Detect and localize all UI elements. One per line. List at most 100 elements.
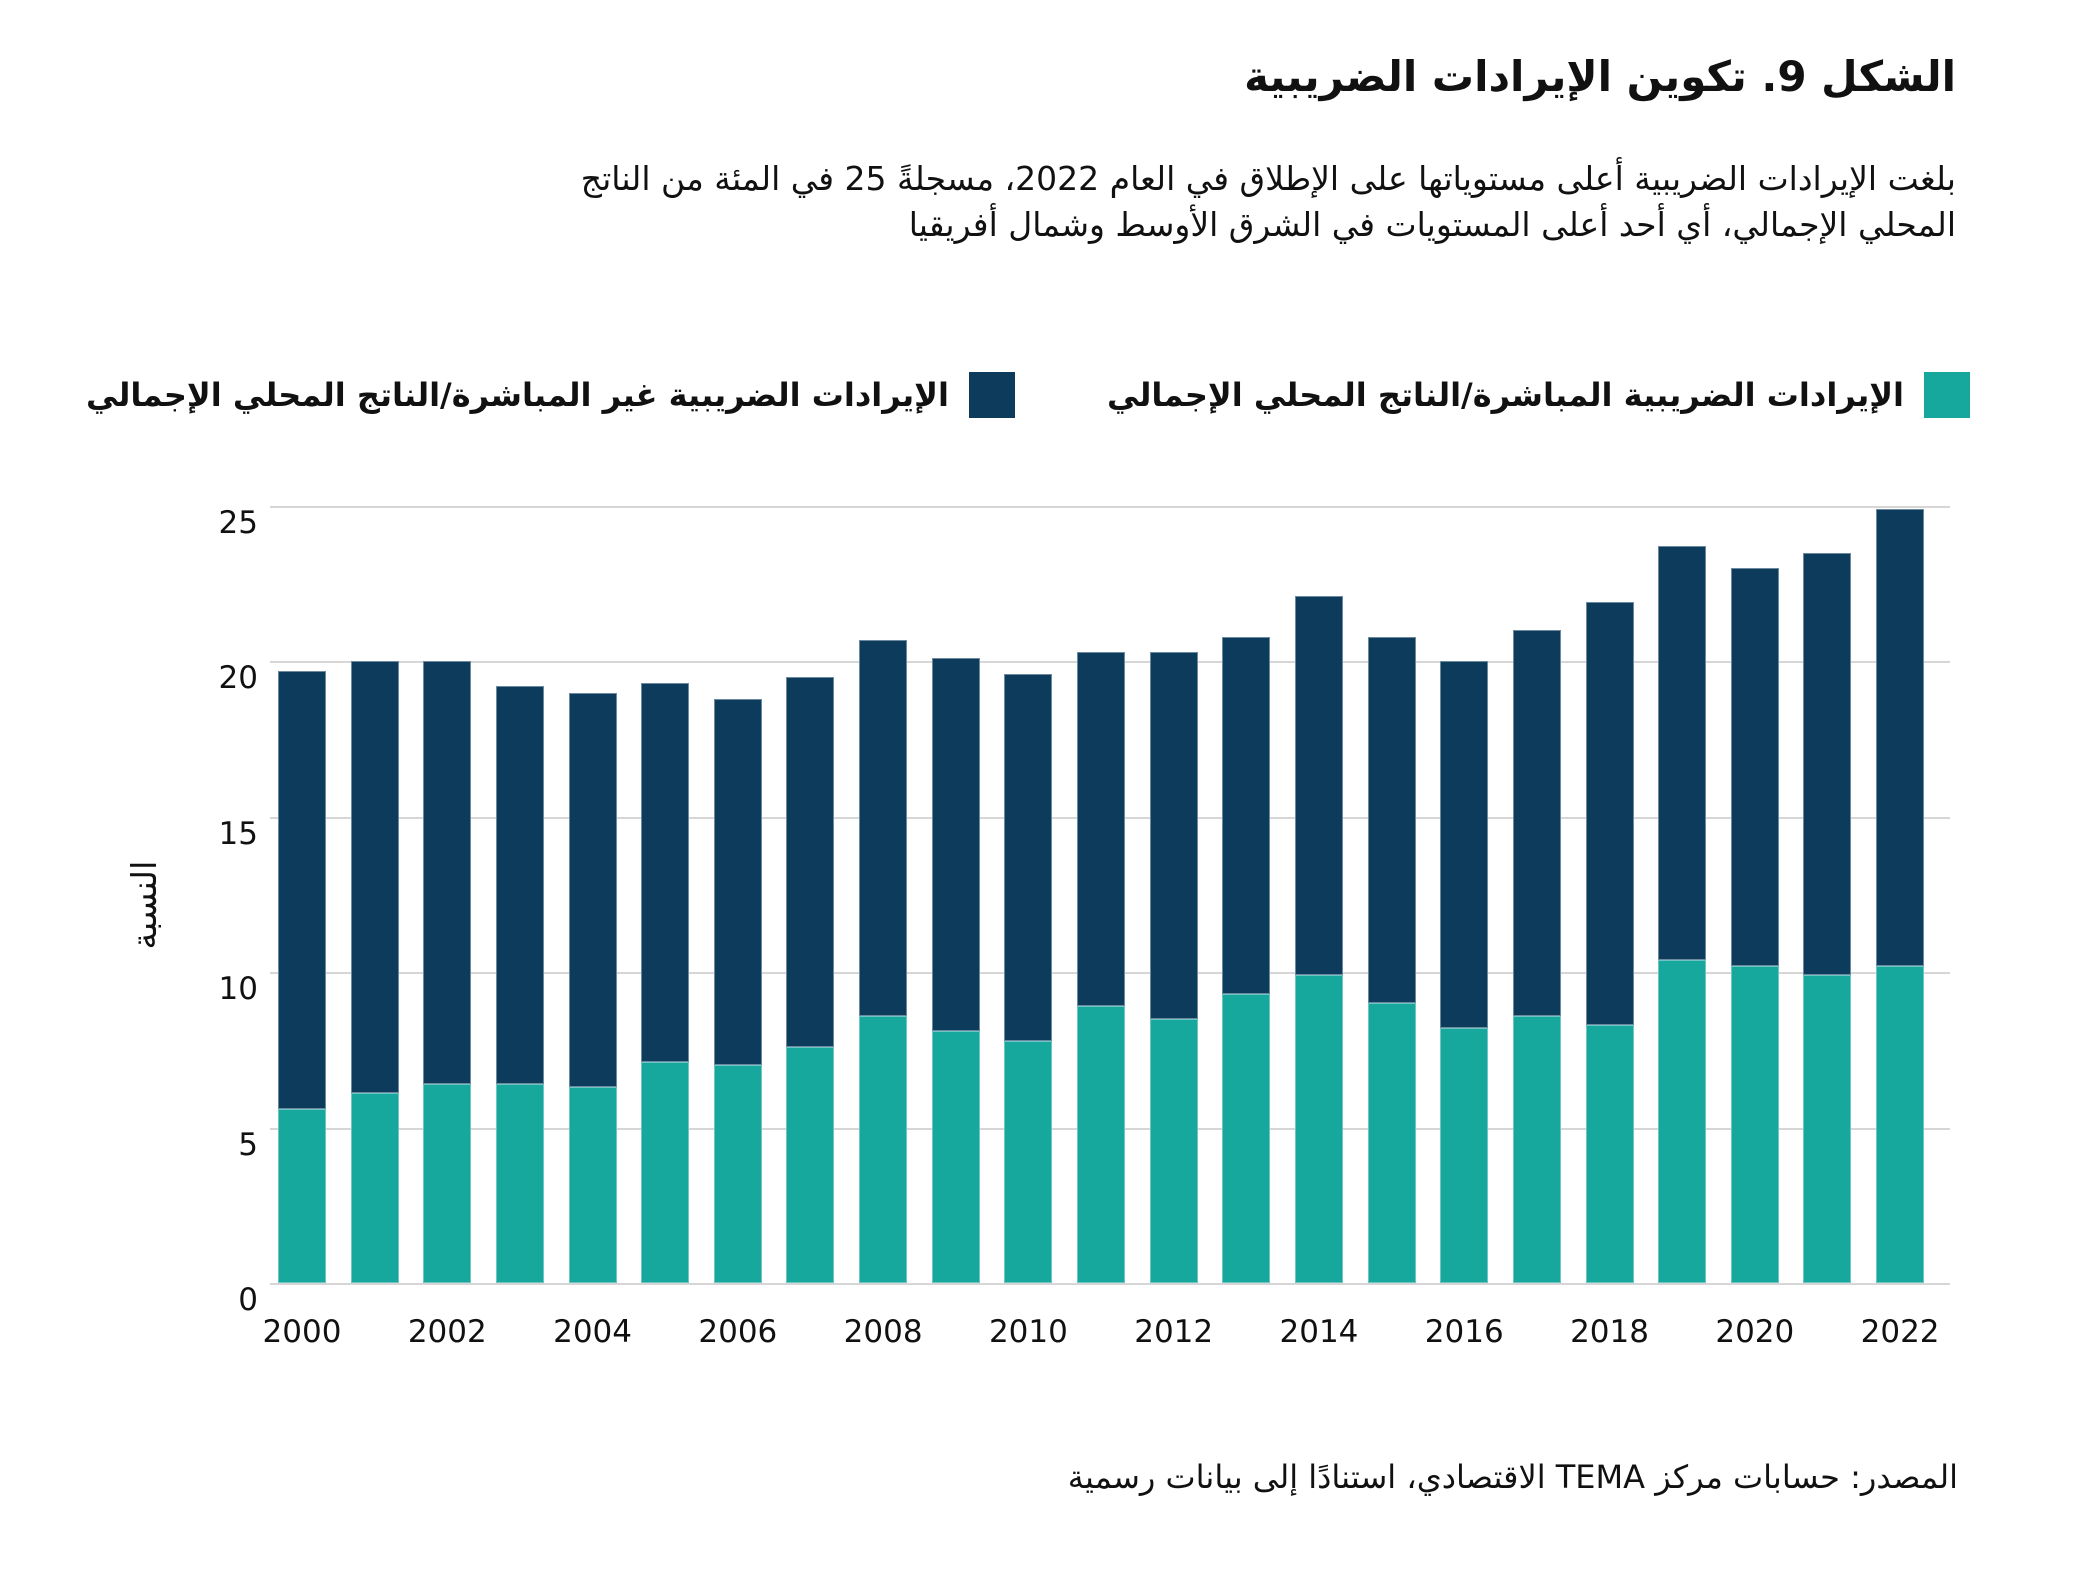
figure-subtitle: بلغت الإيرادات الضريبية أعلى مستوياتها ع…	[581, 156, 1956, 248]
bar-2017	[1512, 630, 1561, 1283]
bar-2022	[1876, 509, 1925, 1283]
x-tick-label-2000: 2000	[262, 1314, 342, 1350]
bar-2009	[931, 658, 980, 1283]
bar-2001-indirect-segment	[350, 661, 399, 1094]
x-tick-label-2008: 2008	[843, 1314, 923, 1350]
bar-2015-direct-segment	[1367, 1003, 1416, 1283]
bar-2002	[423, 661, 472, 1283]
legend-swatch-indirect	[968, 372, 1015, 418]
bar-2012-indirect-segment	[1149, 652, 1198, 1019]
x-tick-label-2016: 2016	[1424, 1314, 1504, 1350]
bar-2011-direct-segment	[1077, 1006, 1126, 1283]
y-tick-label-25: 25	[218, 505, 258, 541]
bar-2002-indirect-segment	[423, 661, 472, 1085]
bar-2020	[1730, 568, 1779, 1283]
bar-2000	[278, 670, 326, 1283]
bar-2013	[1222, 636, 1271, 1283]
bar-2018-direct-segment	[1585, 1025, 1634, 1283]
y-tick-label-20: 20	[218, 660, 258, 697]
bar-2010	[1004, 673, 1053, 1283]
legend-item-indirect: الإيرادات الضريبية غير المباشرة/الناتج ا…	[86, 372, 1015, 418]
bar-2008	[859, 639, 908, 1283]
x-tick-label-2006: 2006	[698, 1314, 778, 1350]
chart-legend: الإيرادات الضريبية المباشرة/الناتج المحل…	[86, 372, 1970, 418]
bar-2004-indirect-segment	[568, 692, 617, 1088]
bar-2012-direct-segment	[1149, 1018, 1198, 1283]
legend-label-direct: الإيرادات الضريبية المباشرة/الناتج المحل…	[1106, 376, 1904, 414]
x-tick-label-2004: 2004	[553, 1314, 632, 1350]
y-tick-label-15: 15	[218, 815, 258, 852]
legend-item-direct: الإيرادات الضريبية المباشرة/الناتج المحل…	[1107, 372, 1970, 418]
bar-2012	[1149, 652, 1198, 1283]
bar-2002-direct-segment	[423, 1084, 472, 1283]
bar-2009-direct-segment	[931, 1031, 980, 1283]
bar-2010-direct-segment	[1004, 1040, 1053, 1283]
bar-2007-indirect-segment	[786, 676, 835, 1047]
bar-2016	[1440, 661, 1489, 1283]
x-tick-label-2020: 2020	[1715, 1314, 1795, 1350]
bar-2008-direct-segment	[859, 1015, 908, 1283]
bar-2020-indirect-segment	[1730, 568, 1779, 966]
bar-2019	[1658, 546, 1707, 1283]
bar-2016-direct-segment	[1440, 1028, 1489, 1283]
bar-2000-indirect-segment	[278, 670, 326, 1109]
x-axis-ticks: 2000 2002 2004 2006 2008 2010 2012 2014 2016 2018…	[263, 1312, 1950, 1356]
gridline-0	[270, 1283, 1950, 1285]
bar-2020-direct-segment	[1730, 965, 1779, 1283]
bar-2007-direct-segment	[786, 1046, 835, 1283]
source-note: المصدر: حسابات مركز TEMA الاقتصادي، استن…	[1067, 1458, 1958, 1496]
bar-2001	[350, 661, 399, 1283]
bar-2013-indirect-segment	[1222, 636, 1271, 994]
figure-title: الشكل 9. تكوين الإيرادات الضريبية	[1244, 52, 1956, 101]
bar-2003-direct-segment	[495, 1084, 544, 1283]
y-tick-label-5: 5	[238, 1126, 258, 1163]
legend-swatch-direct	[1924, 372, 1970, 418]
bar-2003	[495, 686, 544, 1283]
x-tick-label-2002: 2002	[407, 1314, 487, 1350]
y-tick-label-10: 10	[218, 971, 258, 1008]
bar-2000-direct-segment	[278, 1108, 326, 1283]
figure-subtitle-line1: بلغت الإيرادات الضريبية أعلى مستوياتها ع…	[580, 159, 1956, 198]
bar-2021	[1803, 552, 1852, 1283]
figure-subtitle-line2: المحلي الإجمالي، أي أحد أعلى المستويات ف…	[908, 205, 1956, 244]
bar-2004-direct-segment	[568, 1087, 617, 1283]
bar-2019-direct-segment	[1658, 959, 1707, 1283]
bar-2005	[641, 683, 690, 1283]
bar-2013-direct-segment	[1222, 993, 1271, 1283]
bar-2015	[1367, 636, 1416, 1283]
x-tick-label-2018: 2018	[1570, 1314, 1649, 1350]
bar-2016-indirect-segment	[1440, 661, 1489, 1029]
x-tick-label-2014: 2014	[1279, 1314, 1359, 1350]
bar-2008-indirect-segment	[859, 639, 908, 1016]
bar-2011	[1077, 652, 1126, 1283]
x-tick-label-2010: 2010	[988, 1314, 1068, 1350]
bar-2006-direct-segment	[713, 1065, 762, 1283]
legend-label-indirect: الإيرادات الضريبية غير المباشرة/الناتج ا…	[85, 376, 949, 414]
bar-2018	[1585, 602, 1634, 1283]
y-tick-label-0: 0	[238, 1282, 258, 1318]
bar-2011-indirect-segment	[1077, 652, 1126, 1007]
bar-2015-indirect-segment	[1367, 636, 1416, 1004]
bar-2006-indirect-segment	[713, 698, 762, 1066]
bar-2022-indirect-segment	[1876, 509, 1925, 966]
bar-2004	[568, 692, 617, 1283]
bar-2007	[786, 676, 835, 1283]
bar-2006	[713, 698, 762, 1283]
bar-2003-indirect-segment	[495, 686, 544, 1085]
gridline-25	[270, 506, 1950, 508]
bar-2005-direct-segment	[641, 1062, 690, 1283]
bar-2010-indirect-segment	[1004, 673, 1053, 1041]
bar-2022-direct-segment	[1876, 965, 1925, 1283]
bar-2005-indirect-segment	[641, 683, 690, 1063]
bar-2019-indirect-segment	[1658, 546, 1707, 960]
y-axis-ticks: 0 5 10 15 20 25	[148, 490, 258, 1320]
bar-2017-direct-segment	[1512, 1015, 1561, 1283]
bar-2014-direct-segment	[1294, 975, 1343, 1283]
bar-2017-indirect-segment	[1512, 630, 1561, 1016]
bar-2001-direct-segment	[350, 1093, 399, 1283]
plot-area	[270, 490, 1950, 1285]
bar-2014	[1294, 596, 1343, 1283]
bar-2018-indirect-segment	[1585, 602, 1634, 1026]
bar-2021-indirect-segment	[1803, 552, 1852, 976]
